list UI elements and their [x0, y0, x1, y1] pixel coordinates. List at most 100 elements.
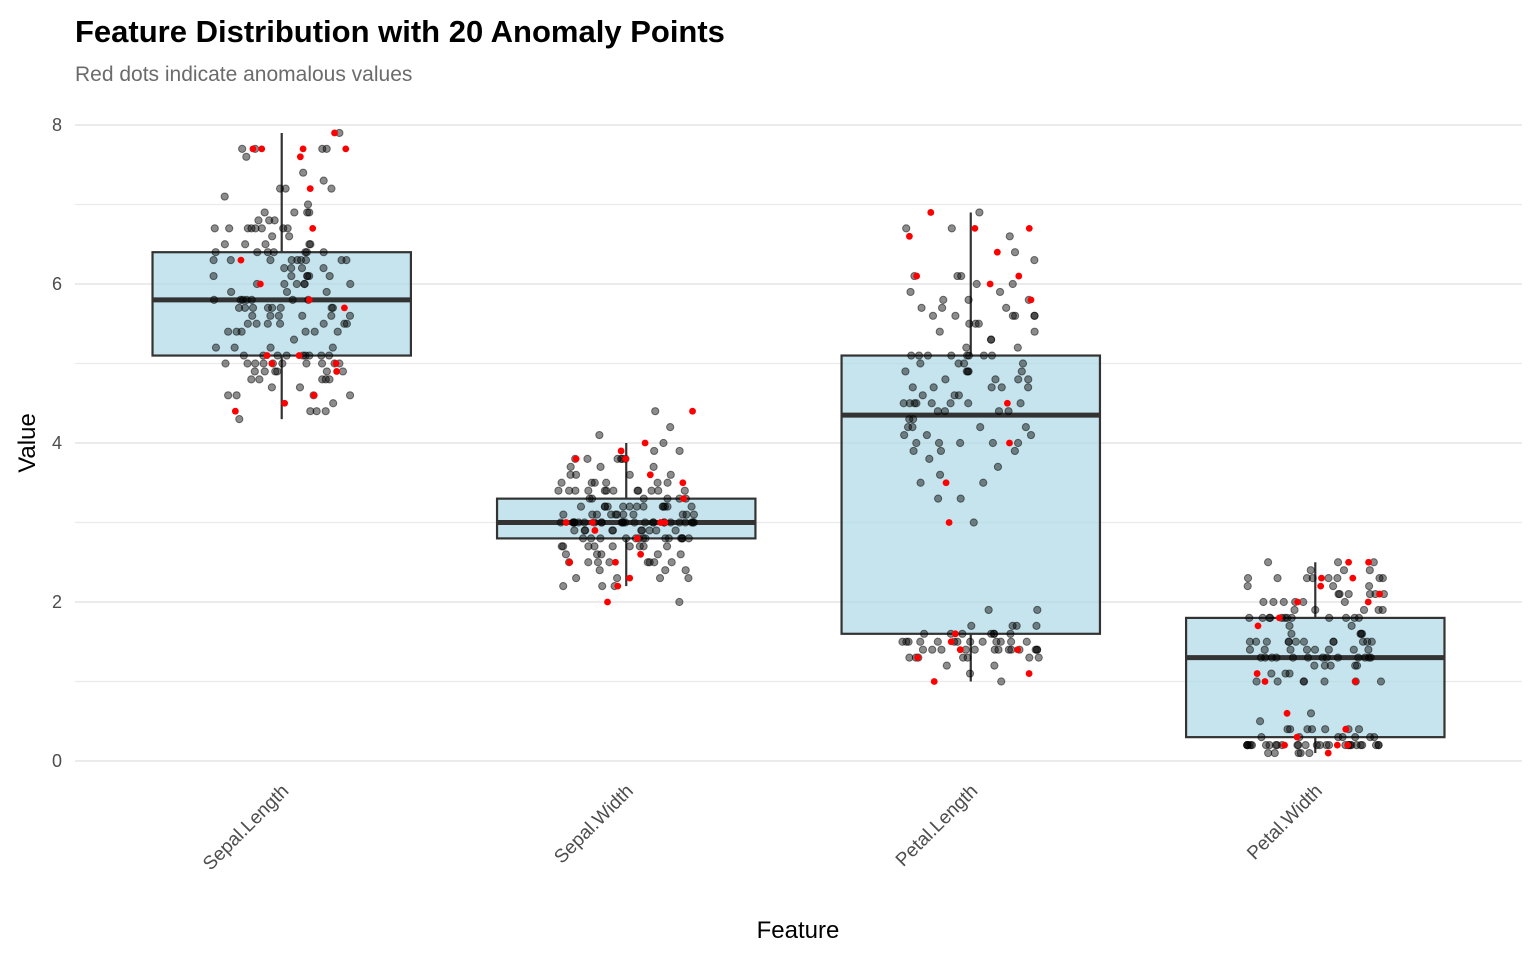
data-point — [649, 518, 658, 527]
data-point — [687, 518, 696, 527]
data-point — [1251, 637, 1261, 646]
data-point — [969, 518, 978, 527]
data-point — [260, 208, 269, 217]
data-point — [1321, 725, 1330, 734]
data-point — [609, 486, 618, 495]
anomaly-point — [1253, 670, 1261, 677]
data-point — [1008, 311, 1017, 320]
data-point — [298, 311, 307, 320]
data-point — [1287, 613, 1296, 623]
data-point — [1333, 558, 1343, 567]
data-point — [1010, 248, 1020, 257]
data-point — [1310, 645, 1320, 654]
anomaly-point — [1333, 741, 1341, 749]
data-point — [1351, 733, 1360, 742]
data-point — [1303, 653, 1313, 662]
anomaly-point — [1025, 670, 1033, 677]
data-point — [342, 319, 351, 328]
data-point — [319, 264, 328, 273]
data-point — [319, 176, 328, 185]
data-point — [903, 423, 913, 432]
data-point — [1260, 645, 1269, 654]
data-point — [1375, 574, 1384, 583]
data-point — [1296, 748, 1305, 758]
data-point — [687, 502, 696, 511]
data-point — [899, 399, 908, 408]
data-point — [933, 637, 942, 646]
data-point — [1339, 566, 1349, 575]
anomaly-point — [986, 280, 994, 288]
data-point — [322, 144, 331, 153]
data-point — [585, 494, 594, 503]
data-point — [975, 208, 984, 217]
data-point — [1352, 741, 1361, 750]
anomaly-point — [951, 630, 959, 638]
data-point — [561, 550, 571, 559]
data-point — [210, 224, 219, 233]
data-point — [570, 526, 579, 535]
anomaly-point — [1349, 574, 1357, 582]
data-point — [592, 510, 602, 519]
data-point — [613, 454, 622, 463]
anomaly-point — [332, 360, 340, 367]
data-point — [619, 502, 628, 511]
data-point — [235, 415, 244, 424]
data-point — [250, 367, 259, 376]
data-point — [1264, 748, 1273, 758]
data-point — [912, 438, 921, 448]
data-point — [925, 454, 934, 463]
data-point — [1272, 653, 1281, 662]
data-point — [993, 462, 1003, 471]
data-point — [257, 224, 266, 233]
data-point — [1012, 621, 1021, 630]
data-point — [1244, 741, 1253, 750]
anomaly-point — [572, 455, 580, 463]
data-point — [274, 311, 283, 320]
data-point — [273, 351, 282, 360]
data-point — [584, 542, 593, 551]
anomaly-point — [309, 224, 317, 232]
data-point — [1365, 566, 1374, 575]
data-point — [625, 502, 634, 511]
anomaly-point — [612, 558, 619, 566]
anomaly-point — [633, 535, 641, 542]
data-point — [285, 232, 294, 241]
data-point — [597, 518, 606, 527]
chart-title: Feature Distribution with 20 Anomaly Poi… — [75, 14, 725, 49]
data-point — [1359, 605, 1369, 615]
data-point — [671, 526, 680, 535]
data-point — [290, 208, 299, 217]
data-point — [605, 558, 614, 567]
data-point — [590, 478, 599, 487]
data-point — [639, 502, 648, 511]
data-point — [1011, 311, 1020, 320]
data-point — [580, 526, 589, 535]
data-point — [1010, 446, 1019, 456]
data-point — [1291, 637, 1300, 646]
x-tick-label: Sepal.Length — [199, 781, 293, 875]
anomaly-point — [249, 145, 257, 153]
chart-subtitle: Red dots indicate anomalous values — [75, 63, 412, 86]
data-point — [902, 637, 911, 646]
data-point — [1293, 741, 1302, 750]
data-point — [678, 510, 687, 519]
data-point — [1341, 613, 1351, 623]
data-point — [329, 399, 338, 408]
data-point — [220, 192, 229, 201]
data-point — [238, 144, 247, 153]
data-point — [287, 271, 296, 281]
data-point — [242, 152, 251, 161]
data-point — [306, 407, 315, 416]
data-point — [596, 534, 605, 543]
data-point — [280, 264, 289, 273]
data-point — [554, 486, 563, 495]
anomaly-point — [295, 352, 303, 359]
data-point — [602, 478, 611, 487]
data-point — [248, 303, 258, 312]
data-point — [689, 518, 698, 527]
x-tick-label: Petal.Width — [1243, 781, 1327, 865]
data-point — [1338, 733, 1347, 742]
data-point — [224, 391, 233, 400]
data-point — [1322, 741, 1331, 750]
data-point — [959, 653, 968, 662]
